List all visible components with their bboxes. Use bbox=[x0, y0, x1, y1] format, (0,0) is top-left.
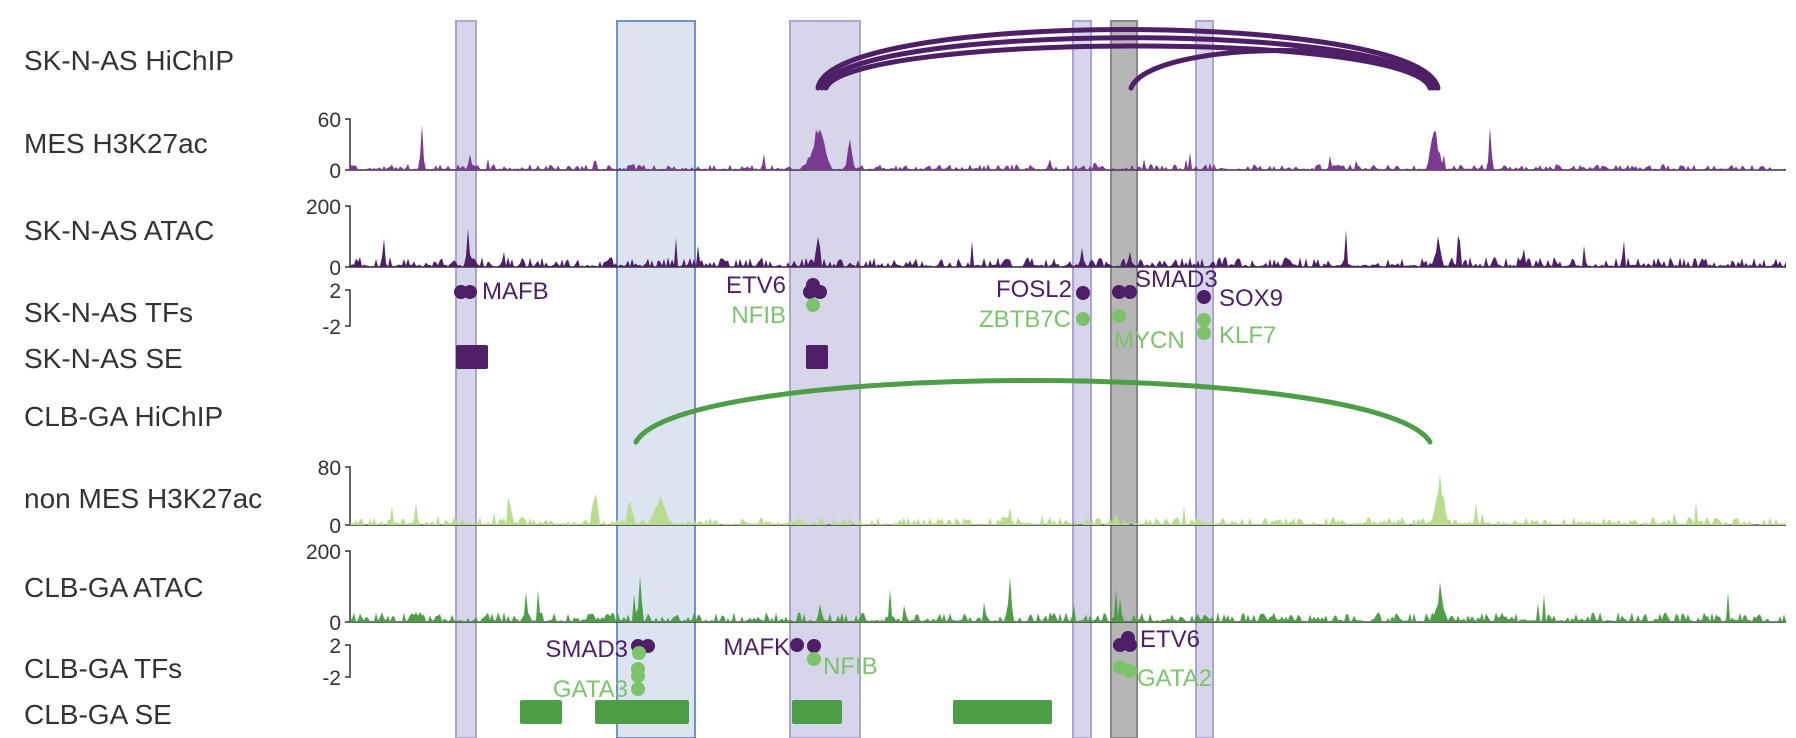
tick-non-mes-h3k27ac-min: 0 bbox=[329, 515, 341, 538]
track-label-skn-tfs: SK-N-AS TFs bbox=[24, 297, 193, 328]
clb-se-block bbox=[520, 700, 562, 724]
skn-tf-dot bbox=[1197, 326, 1211, 340]
skn-tf-label-smad3: SMAD3 bbox=[1135, 266, 1218, 293]
skn-tf-label-zbtb7c: ZBTB7C bbox=[979, 306, 1071, 333]
clb-tf-label-smad3: SMAD3 bbox=[545, 636, 628, 663]
skn-tf-label-sox9: SOX9 bbox=[1219, 285, 1283, 312]
clb-atac-signal bbox=[350, 575, 1786, 622]
skn-hichip-loop bbox=[823, 43, 1433, 91]
skn-tf-dot bbox=[806, 298, 820, 312]
skn-tf-dots bbox=[454, 278, 1211, 340]
skn-tf-dot bbox=[1197, 290, 1211, 304]
tick-skn-tfs-max: 2 bbox=[329, 280, 341, 303]
skn-tf-dot bbox=[463, 285, 477, 299]
skn-tf-dot bbox=[813, 285, 827, 299]
axis-tick-labels: 60 0 200 0 2 -2 80 0 200 0 2 -2 bbox=[306, 109, 341, 690]
skn-atac-signal bbox=[350, 228, 1786, 267]
skn-tf-label-klf7: KLF7 bbox=[1219, 322, 1276, 349]
clb-se-block bbox=[953, 700, 1052, 724]
clb-tfs-axis bbox=[345, 644, 351, 678]
skn-tf-labels: MAFB ETV6 NFIB FOSL2 ZBTB7C SMAD3 MYCN S… bbox=[482, 266, 1283, 354]
skn-tfs-axis bbox=[345, 289, 351, 327]
tick-clb-tfs-min: -2 bbox=[322, 667, 341, 690]
clb-tf-label-gata3: GATA3 bbox=[553, 676, 628, 703]
tick-skn-tfs-min: -2 bbox=[322, 316, 341, 339]
skn-tf-label-fosl2: FOSL2 bbox=[996, 276, 1072, 303]
track-label-non-mes-h3k27ac: non MES H3K27ac bbox=[24, 483, 262, 514]
skn-se-block bbox=[456, 345, 488, 369]
signal-area bbox=[350, 575, 1786, 622]
skn-tf-label-etv6: ETV6 bbox=[726, 272, 786, 299]
skn-tf-dot bbox=[1076, 286, 1090, 300]
clb-tf-dot bbox=[1123, 664, 1137, 678]
mes-h3k27ac-signal bbox=[350, 124, 1786, 170]
skn-hichip-loop bbox=[815, 27, 1441, 91]
mes-h3k27ac-axis bbox=[345, 118, 351, 171]
clb-tf-dot bbox=[632, 646, 646, 660]
signal-area bbox=[350, 473, 1786, 525]
clb-tf-dot bbox=[807, 639, 821, 653]
skn-atac-axis bbox=[345, 205, 351, 268]
skn-se-block bbox=[806, 345, 828, 369]
clb-tf-label-nfib: NFIB bbox=[823, 653, 878, 680]
track-label-clb-hichip: CLB-GA HiChIP bbox=[24, 401, 223, 432]
clb-hichip-loops bbox=[633, 378, 1433, 445]
non-mes-h3k27ac-signal bbox=[350, 473, 1786, 525]
tick-mes-h3k27ac-max: 60 bbox=[318, 109, 341, 132]
non-mes-h3k27ac-axis bbox=[345, 466, 351, 526]
skn-tf-dot bbox=[1197, 313, 1211, 327]
highlight-region-sox9 bbox=[1195, 20, 1214, 738]
clb-tf-dot bbox=[807, 652, 821, 666]
clb-atac-axis bbox=[345, 550, 351, 623]
track-label-skn-atac: SK-N-AS ATAC bbox=[24, 215, 214, 246]
clb-super-enhancers bbox=[520, 700, 1052, 724]
skn-hichip-loop bbox=[1128, 48, 1439, 91]
clb-tf-label-mafk: MAFK bbox=[723, 634, 790, 661]
clb-tf-labels: SMAD3 GATA3 MAFK NFIB ETV6 GATA2 bbox=[545, 626, 1212, 703]
clb-tf-label-etv6: ETV6 bbox=[1140, 626, 1200, 653]
clb-se-block bbox=[595, 700, 689, 724]
tick-mes-h3k27ac-min: 0 bbox=[329, 160, 341, 183]
clb-se-block bbox=[792, 700, 842, 724]
track-label-clb-tfs: CLB-GA TFs bbox=[24, 653, 182, 684]
signal-area bbox=[350, 124, 1786, 170]
skn-tf-dot bbox=[1112, 285, 1126, 299]
track-label-skn-se: SK-N-AS SE bbox=[24, 343, 183, 374]
clb-tf-label-gata2: GATA2 bbox=[1137, 665, 1212, 692]
highlight-region-etv6 bbox=[789, 20, 861, 738]
skn-tf-dot bbox=[803, 285, 817, 299]
tick-clb-atac-max: 200 bbox=[306, 541, 341, 564]
track-label-clb-atac: CLB-GA ATAC bbox=[24, 572, 203, 603]
track-axes bbox=[345, 118, 1786, 678]
track-label-mes-h3k27ac: MES H3K27ac bbox=[24, 128, 208, 159]
signal-area bbox=[350, 228, 1786, 267]
skn-tf-label-nfib: NFIB bbox=[731, 302, 786, 329]
skn-tf-dot bbox=[1076, 312, 1090, 326]
clb-tf-dot bbox=[631, 682, 645, 696]
skn-tf-label-mycn: MYCN bbox=[1114, 327, 1185, 354]
tick-clb-atac-min: 0 bbox=[329, 612, 341, 635]
skn-tf-dot bbox=[1123, 285, 1137, 299]
track-labels: SK-N-AS HiChIP MES H3K27ac SK-N-AS ATAC … bbox=[24, 45, 262, 730]
highlight-region-mafb bbox=[455, 20, 477, 738]
clb-hichip-loop bbox=[633, 378, 1433, 445]
skn-hichip-loops bbox=[815, 27, 1441, 91]
skn-tf-dot bbox=[1112, 309, 1126, 323]
tick-clb-tfs-max: 2 bbox=[329, 635, 341, 658]
tick-non-mes-h3k27ac-max: 80 bbox=[318, 457, 341, 480]
clb-tf-dot bbox=[1121, 631, 1135, 645]
highlight-region-blue bbox=[616, 20, 696, 738]
skn-super-enhancers bbox=[456, 345, 828, 369]
track-label-skn-hichip: SK-N-AS HiChIP bbox=[24, 45, 234, 76]
skn-tf-label-mafb: MAFB bbox=[482, 278, 549, 305]
clb-tf-dot bbox=[631, 669, 645, 683]
track-label-clb-se: CLB-GA SE bbox=[24, 699, 172, 730]
tick-skn-atac-max: 200 bbox=[306, 196, 341, 219]
tick-skn-atac-min: 0 bbox=[329, 257, 341, 280]
clb-tf-dots bbox=[631, 631, 1137, 696]
clb-tf-dot bbox=[790, 638, 804, 652]
